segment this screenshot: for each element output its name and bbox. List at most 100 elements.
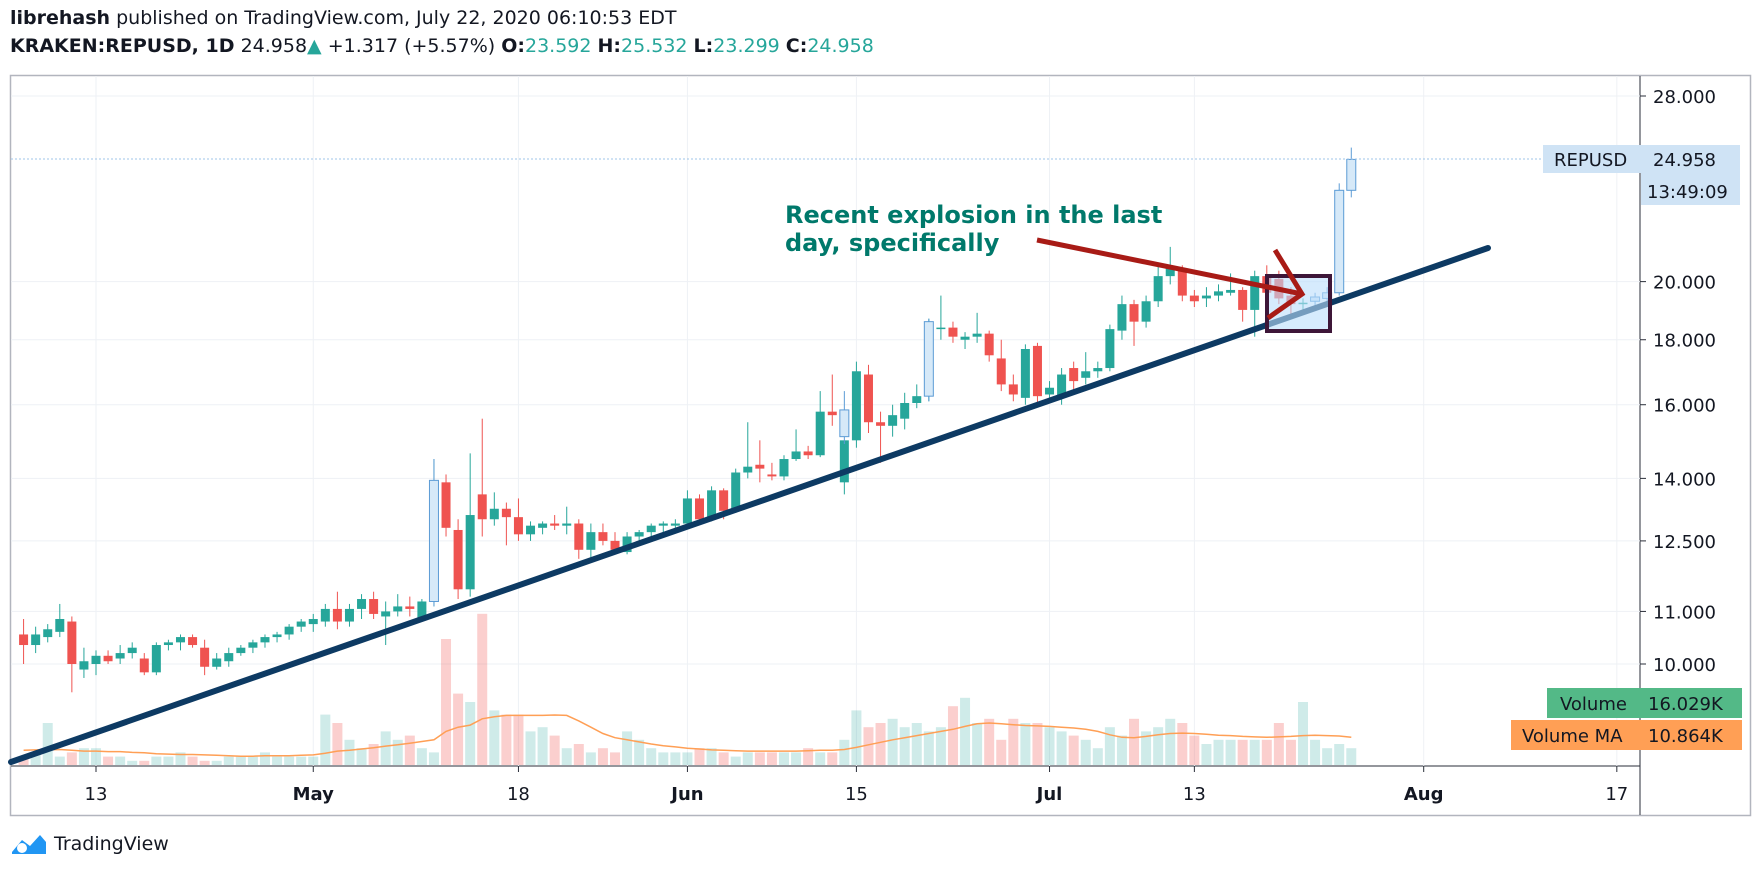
candle-body — [972, 333, 982, 337]
candle-body — [332, 608, 342, 622]
volume-legend-bg — [1547, 688, 1742, 718]
candle-body — [1129, 304, 1139, 322]
candle-body — [863, 374, 873, 423]
time-tick-label: 17 — [1605, 784, 1628, 805]
volume-bar — [332, 723, 343, 765]
volume-bar — [199, 760, 210, 765]
candle-body — [381, 611, 391, 617]
candle-body — [248, 642, 258, 648]
volume-bar — [513, 714, 524, 765]
candle-body — [1189, 295, 1199, 302]
volume-bar — [1165, 718, 1176, 765]
volume-bar — [1322, 748, 1333, 765]
candle-body — [1020, 349, 1030, 398]
volume-bar — [827, 752, 838, 765]
symbol-price-label[interactable]: REPUSD 24.958 13:49:09 — [1543, 145, 1740, 205]
volume-bar — [380, 731, 391, 765]
volume-bar — [1177, 723, 1188, 765]
candle-body — [755, 464, 765, 469]
volume-bar — [1068, 735, 1079, 765]
candle-body — [1214, 291, 1224, 296]
volume-bar — [996, 739, 1007, 765]
candle-body — [1201, 295, 1211, 299]
candle-body — [200, 647, 210, 667]
volume-bar — [682, 752, 693, 765]
candle-body — [67, 621, 77, 664]
volume-bar — [634, 739, 645, 765]
time-tick-label: May — [293, 784, 335, 805]
volume-bar — [947, 706, 958, 765]
price-tick-label: 12.500 — [1653, 532, 1716, 553]
footer-brand-label: TradingView — [54, 833, 169, 855]
volume-bar — [1346, 748, 1357, 765]
candle-body — [1250, 276, 1260, 310]
candle-body — [417, 601, 427, 619]
candle-body — [1069, 368, 1079, 382]
candle-body — [236, 647, 246, 654]
candle-body — [175, 637, 185, 643]
time-tick-label: Jun — [669, 784, 703, 805]
volume-bar — [235, 756, 246, 765]
annotation-arrow-line[interactable] — [1036, 237, 1303, 297]
candle-body — [1045, 387, 1055, 395]
price-chart[interactable]: Recent explosion in the last day, specif… — [0, 0, 1761, 830]
volume-bar — [815, 752, 826, 765]
volume-bar — [984, 718, 995, 765]
highlight-box[interactable] — [1265, 274, 1332, 333]
price-tick-label: 11.000 — [1653, 602, 1716, 623]
candle-body — [103, 655, 113, 662]
volume-bar — [525, 731, 536, 765]
volume-bar — [1285, 739, 1296, 765]
candle-body — [695, 498, 704, 520]
candle-body — [550, 523, 560, 526]
volume-bar — [1056, 731, 1067, 765]
volume-bar — [754, 752, 765, 765]
published-text: published on TradingView.com, July 22, 2… — [110, 7, 677, 29]
volume-bar — [778, 752, 789, 765]
trend-line[interactable] — [8, 245, 1491, 765]
volume-bar — [694, 748, 705, 765]
volume-bar — [18, 756, 29, 765]
footer-brand[interactable]: TradingView — [10, 832, 169, 856]
last-price: 24.958 — [240, 35, 308, 57]
volume-bar — [1129, 718, 1140, 765]
volume-bar — [308, 756, 319, 765]
volume-bar — [489, 710, 500, 765]
candle-body — [344, 608, 354, 622]
volume-bar — [1080, 739, 1091, 765]
candle-body — [598, 532, 608, 541]
candle-body — [19, 634, 29, 646]
candle-body — [79, 661, 89, 670]
candle-body — [682, 498, 692, 524]
candle-body — [876, 422, 886, 426]
author-name[interactable]: librehash — [10, 7, 111, 29]
volume-bar — [139, 760, 150, 765]
candle-body — [465, 515, 475, 590]
volume-bar — [1237, 739, 1248, 765]
candle-body — [453, 529, 463, 590]
time-tick-label: 13 — [85, 784, 108, 805]
candle-body — [1238, 289, 1248, 310]
countdown-label: 13:49:09 — [1647, 182, 1728, 203]
volume-bar — [1141, 731, 1152, 765]
candle-body — [984, 333, 994, 356]
volume-bar — [863, 727, 874, 765]
volume-bar — [730, 756, 741, 765]
candle-body — [320, 608, 330, 622]
annotation-text-line-1[interactable]: Recent explosion in the last — [785, 201, 1162, 229]
candle-body — [477, 494, 487, 520]
candle-body — [284, 626, 294, 635]
volume-ma-legend-value: 10.864K — [1648, 726, 1724, 747]
annotation-text-line-2[interactable]: day, specifically — [785, 229, 1000, 257]
volume-bar — [597, 748, 608, 765]
volume-bar — [151, 756, 162, 765]
volume-bar — [175, 752, 186, 765]
volume-bar — [1020, 723, 1031, 765]
candle-body — [55, 618, 65, 632]
volume-bar — [658, 752, 669, 765]
candle-body — [658, 523, 668, 526]
volume-legend-value: 16.029K — [1648, 694, 1724, 715]
price-tick-label: 10.000 — [1653, 655, 1716, 676]
candle-body — [912, 396, 922, 403]
volume-bar — [1189, 735, 1200, 765]
